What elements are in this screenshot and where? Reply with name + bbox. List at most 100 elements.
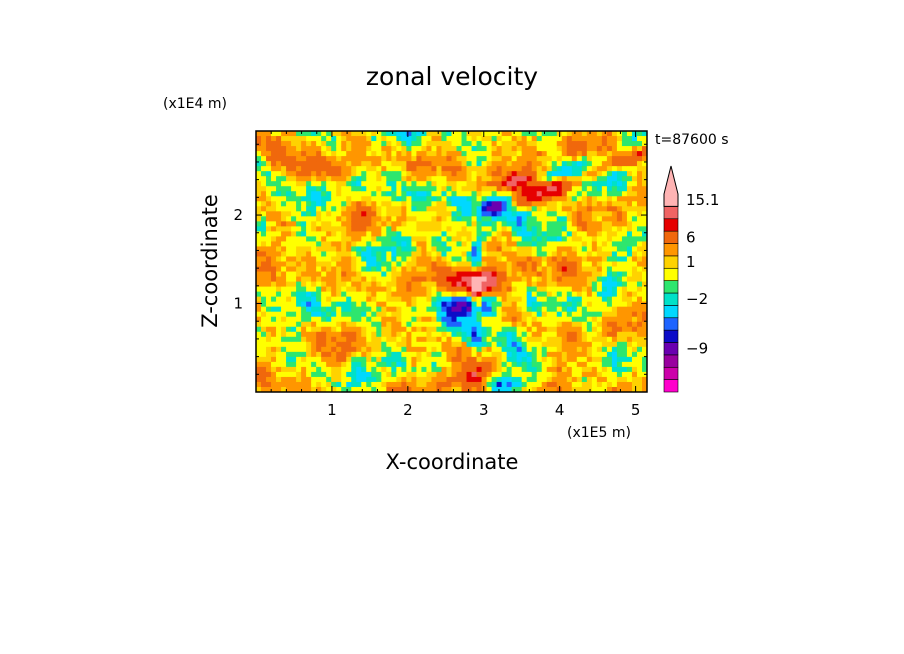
field-cell	[586, 246, 593, 253]
field-cell	[586, 211, 593, 217]
field-cell	[621, 321, 628, 328]
field-cell	[376, 311, 382, 318]
field-cell	[451, 351, 458, 358]
field-cell	[436, 191, 443, 197]
field-cell	[491, 216, 498, 222]
field-cell	[281, 366, 287, 373]
field-cell	[606, 156, 613, 162]
field-cell	[336, 141, 342, 147]
field-cell	[521, 206, 528, 212]
field-cell	[581, 151, 588, 157]
field-cell	[396, 226, 402, 232]
field-cell	[571, 316, 578, 323]
field-cell	[621, 196, 628, 202]
field-cell	[301, 151, 307, 157]
field-cell	[641, 251, 647, 258]
field-cell	[506, 266, 513, 273]
field-cell	[481, 206, 488, 212]
field-cell	[456, 211, 463, 217]
field-cell	[486, 266, 493, 273]
field-cell	[341, 131, 347, 137]
field-cell	[631, 371, 638, 378]
field-cell	[381, 201, 387, 207]
field-cell	[496, 271, 503, 278]
field-cell	[271, 301, 277, 308]
field-cell	[466, 136, 473, 142]
field-cell	[586, 271, 593, 278]
field-cell	[276, 351, 282, 358]
field-cell	[346, 331, 352, 338]
field-cell	[541, 381, 548, 388]
field-cell	[551, 156, 558, 162]
field-cell	[281, 381, 287, 388]
field-cell	[581, 286, 588, 293]
field-cell	[351, 356, 357, 363]
field-cell	[436, 231, 443, 237]
field-cell	[306, 256, 312, 263]
field-cell	[376, 361, 382, 368]
field-cell	[341, 291, 347, 298]
field-cell	[501, 206, 508, 212]
field-cell	[566, 146, 573, 152]
field-cell	[591, 336, 598, 343]
field-cell	[351, 241, 357, 248]
field-cell	[591, 386, 598, 392]
field-cell	[336, 326, 342, 333]
field-cell	[366, 191, 372, 197]
field-cell	[581, 381, 588, 388]
field-cell	[441, 241, 448, 248]
field-cell	[596, 256, 603, 263]
field-cell	[581, 366, 588, 373]
field-cell	[371, 231, 377, 237]
field-cell	[471, 181, 478, 187]
field-cell	[631, 236, 638, 243]
field-cell	[416, 186, 423, 192]
field-cell	[291, 271, 297, 278]
field-cell	[481, 271, 488, 278]
field-cell	[641, 276, 647, 283]
field-cell	[286, 151, 292, 157]
field-cell	[451, 306, 458, 313]
field-cell	[426, 161, 433, 167]
field-cell	[536, 336, 543, 343]
field-cell	[456, 321, 463, 328]
field-cell	[371, 191, 377, 197]
field-cell	[376, 376, 382, 383]
field-cell	[421, 356, 428, 363]
field-cell	[281, 336, 287, 343]
field-cell	[576, 201, 583, 207]
field-cell	[576, 346, 583, 353]
field-cell	[476, 221, 483, 227]
field-cell	[416, 321, 423, 328]
field-cell	[261, 231, 267, 237]
field-cell	[301, 131, 307, 137]
field-cell	[306, 286, 312, 293]
field-cell	[631, 321, 638, 328]
field-cell	[446, 246, 453, 253]
field-cell	[376, 171, 382, 177]
field-cell	[431, 226, 438, 232]
field-cell	[376, 276, 382, 283]
field-cell	[611, 241, 618, 248]
field-cell	[531, 151, 538, 157]
field-cell	[511, 381, 518, 388]
field-cell	[476, 266, 483, 273]
field-cell	[541, 191, 548, 197]
field-cell	[596, 151, 603, 157]
field-cell	[396, 381, 402, 388]
field-cell	[491, 136, 498, 142]
field-cell	[426, 181, 433, 187]
field-cell	[376, 231, 382, 237]
field-cell	[396, 331, 402, 338]
field-cell	[341, 226, 347, 232]
field-cell	[566, 186, 573, 192]
field-cell	[336, 196, 342, 202]
field-cell	[311, 181, 317, 187]
field-cell	[546, 221, 553, 227]
field-cell	[396, 341, 402, 348]
field-cell	[386, 216, 392, 222]
field-cell	[261, 206, 267, 212]
field-cell	[536, 151, 543, 157]
field-cell	[396, 266, 402, 273]
field-cell	[286, 251, 292, 258]
